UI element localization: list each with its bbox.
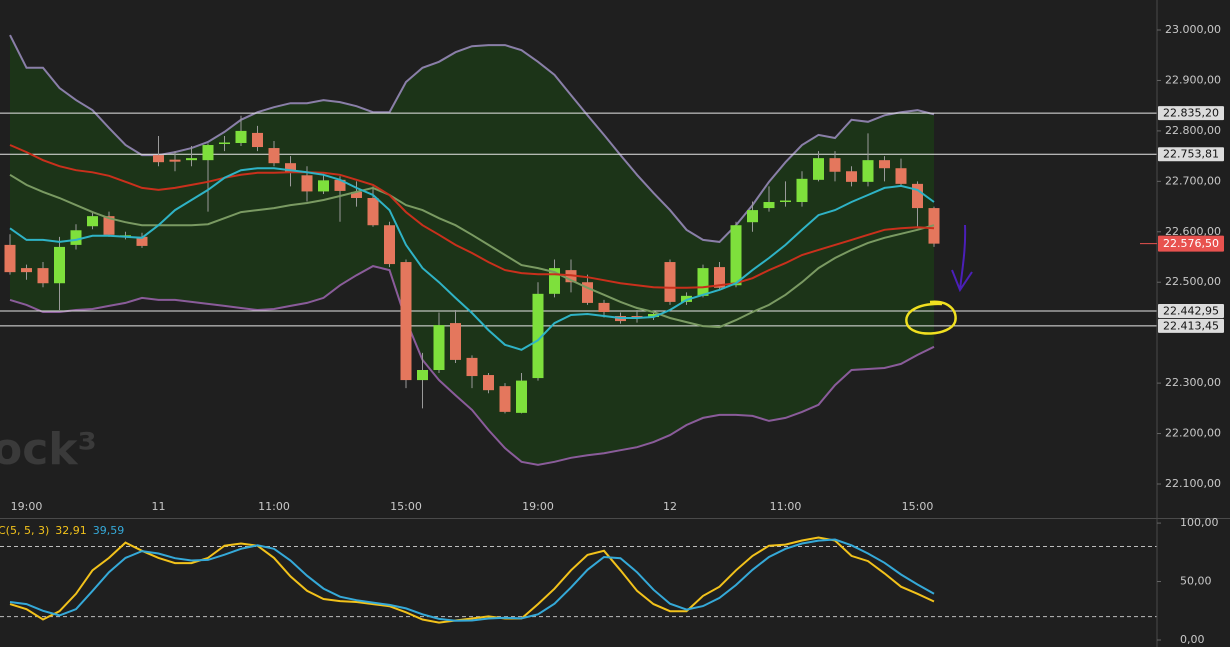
y-tick-label: 22.200,00 <box>1165 427 1221 440</box>
candle-body <box>285 163 296 173</box>
y-tick-label: 0,00 <box>1180 633 1205 646</box>
candle-body <box>235 130 247 144</box>
candle-body <box>268 148 280 164</box>
candle-body <box>582 282 593 303</box>
value-axis: 23.000,00 22.900,00 22.800,00 22.700,00 22.6… <box>1140 23 1224 646</box>
last-price-label: 22.576,50 <box>1163 237 1219 250</box>
x-tick-label: 12 <box>663 500 677 513</box>
candle-body <box>417 370 428 381</box>
y-tick-label: 100,00 <box>1180 516 1219 529</box>
candle-body <box>466 357 478 377</box>
candle-body <box>252 132 263 148</box>
watermark: ock³ <box>0 424 97 475</box>
y-tick-label: 22.700,00 <box>1165 174 1221 187</box>
candle-body <box>301 175 313 192</box>
y-tick-label: 22.800,00 <box>1165 124 1221 137</box>
candle-body <box>334 179 346 191</box>
candle-body <box>351 191 362 198</box>
oscillator-line <box>9 536 935 624</box>
oscillator-line <box>9 538 935 622</box>
candle-body <box>103 216 115 235</box>
price-label-box <box>1158 147 1224 162</box>
arrow-annotation <box>951 224 973 293</box>
candle-body <box>219 142 230 145</box>
price-label-box <box>1158 304 1224 319</box>
price-label-box <box>1158 318 1224 333</box>
candle-body <box>433 325 445 370</box>
candle-body <box>136 236 148 246</box>
x-tick-label: 15:00 <box>390 500 422 513</box>
candle-body <box>862 160 874 182</box>
x-tick-label: 11:00 <box>258 500 290 513</box>
price-label: 22.413,45 <box>1163 319 1219 332</box>
candle-body <box>763 202 775 209</box>
x-tick-label: 11:00 <box>770 500 802 513</box>
candle-body <box>697 268 709 296</box>
price-label: 22.442,95 <box>1163 305 1219 318</box>
candle-body <box>483 375 494 391</box>
candle-body <box>87 216 98 227</box>
y-tick-label: 22.500,00 <box>1165 275 1221 288</box>
candle-body <box>730 225 742 286</box>
moving-average <box>9 144 935 289</box>
candle-body <box>912 183 923 209</box>
x-tick-label: 19:00 <box>522 500 554 513</box>
moving-average <box>9 173 935 329</box>
candle-body <box>450 323 461 360</box>
candle-body <box>516 380 527 413</box>
candle-body <box>829 158 841 172</box>
candle-body <box>400 262 412 381</box>
y-tick-label: 22.300,00 <box>1165 376 1221 389</box>
indicator-value: 32,91 <box>55 524 87 537</box>
price-panel: ock³ 19:00 11 11:00 15:00 19:00 12 11:00 15:00 <box>0 34 1157 513</box>
lower-band <box>9 265 935 466</box>
stochastic-panel: C(5, 5, 3) 32,91 39,59 <box>0 524 1157 624</box>
y-tick-label: 50,00 <box>1180 575 1212 588</box>
candle-body <box>846 171 857 182</box>
indicator-title: C(5, 5, 3) <box>0 524 49 537</box>
circle-annotation <box>905 300 957 335</box>
price-label: 22.835,20 <box>1163 107 1219 120</box>
candle-body <box>549 268 560 294</box>
candle-body <box>664 262 676 302</box>
candle-body <box>598 302 610 312</box>
moving-average <box>9 167 935 351</box>
candle-body <box>532 293 544 379</box>
candle-body <box>54 246 65 284</box>
price-label: 22.753,81 <box>1163 148 1219 161</box>
candle-body <box>780 200 791 203</box>
candle-body <box>318 180 329 192</box>
candle-body <box>879 160 890 169</box>
candle-body <box>202 145 214 161</box>
candle-body <box>747 210 758 223</box>
y-tick-label: 22.100,00 <box>1165 477 1221 490</box>
candle-body <box>796 178 808 203</box>
candle-body <box>714 267 725 288</box>
candle-body <box>4 244 16 273</box>
candle-body <box>153 155 164 163</box>
candle-body <box>384 225 395 265</box>
y-tick-label: 22.900,00 <box>1165 73 1221 86</box>
last-price-box <box>1158 235 1224 252</box>
candle-body <box>499 386 511 412</box>
x-tick-label: 19:00 <box>11 500 43 513</box>
candle-body <box>186 158 197 161</box>
candle-body <box>37 268 49 284</box>
indicator-value: 39,59 <box>93 524 125 537</box>
candle-body <box>648 314 659 318</box>
candle-body <box>813 158 824 180</box>
candle-body <box>21 268 32 273</box>
x-tick-label: 11 <box>152 500 166 513</box>
price-label-box <box>1158 106 1224 121</box>
candle-body <box>367 197 379 226</box>
candle-body <box>70 230 82 245</box>
x-tick-label: 15:00 <box>902 500 934 513</box>
candle-body <box>895 168 907 184</box>
candle-body <box>631 316 643 318</box>
y-tick-label: 23.000,00 <box>1165 23 1221 36</box>
y-tick-label: 22.600,00 <box>1165 225 1221 238</box>
candle-body <box>169 159 181 162</box>
